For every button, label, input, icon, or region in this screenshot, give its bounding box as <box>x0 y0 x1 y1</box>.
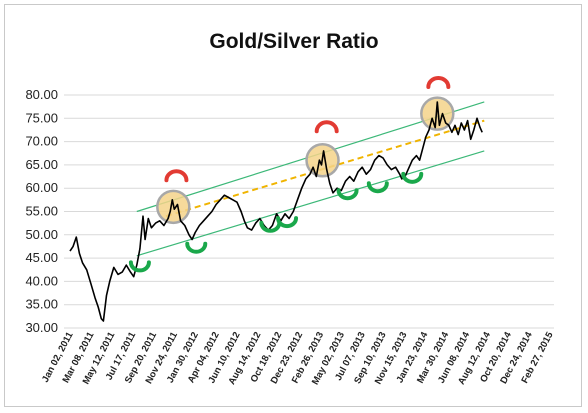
peak-arrow <box>314 120 339 134</box>
chart-title: Gold/Silver Ratio <box>209 30 379 53</box>
trend-line <box>136 150 485 257</box>
chart-frame <box>4 4 582 407</box>
y-tick-label: 40.00 <box>25 273 58 288</box>
trough-arrow <box>366 181 389 194</box>
y-tick-label: 30.00 <box>25 320 58 335</box>
trough-arrow <box>185 241 208 254</box>
y-tick-label: 70.00 <box>25 134 58 149</box>
trough-arrow <box>276 216 299 229</box>
y-tick-label: 45.00 <box>25 250 58 265</box>
y-tick-label: 75.00 <box>25 110 58 125</box>
y-tick-label: 60.00 <box>25 180 58 195</box>
trough-arrow <box>401 171 424 184</box>
y-tick-label: 50.00 <box>25 227 58 242</box>
y-tick-label: 55.00 <box>25 204 58 219</box>
series-group <box>69 96 483 322</box>
y-tick-label: 35.00 <box>25 297 58 312</box>
annotations <box>128 76 451 273</box>
y-tick-label: 65.00 <box>25 157 58 172</box>
peak-arrow <box>426 76 451 90</box>
series-line <box>69 101 483 322</box>
y-axis-ticks: 30.00 35.00 40.00 45.00 50.00 55.00 60.00 65.00… <box>25 87 58 335</box>
trough-arrow <box>128 260 151 273</box>
peak-arrow <box>164 169 189 183</box>
trough-arrow <box>259 220 282 233</box>
y-tick-label: 80.00 <box>25 87 58 102</box>
trough-arrow <box>336 188 359 201</box>
